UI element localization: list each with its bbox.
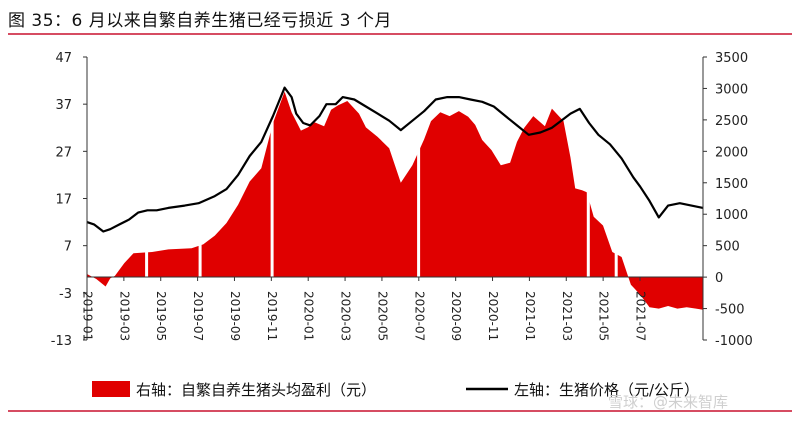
x-tick-label-0: 2019-01 (81, 291, 95, 341)
figure-title: 图 35：6 月以来自繁自养生猪已经亏损近 3 个月 (8, 11, 392, 31)
x-tick-label-7: 2020-03 (339, 291, 353, 341)
legend-swatch-profit (92, 381, 130, 397)
area-gap-3 (417, 57, 421, 337)
area-gap-5 (614, 57, 618, 337)
left-tick-label-4: 7 (64, 240, 72, 255)
area-gap-2 (270, 57, 274, 337)
x-tick-label-8: 2020-05 (375, 291, 389, 341)
right-tick-label-0: 3500 (715, 51, 748, 66)
right-tick-label-1: 3000 (715, 82, 748, 97)
right-tick-label-6: 500 (715, 240, 740, 255)
x-tick-label-4: 2019-09 (228, 291, 242, 341)
left-tick-label-6: -13 (51, 334, 72, 349)
left-tick-label-3: 17 (55, 193, 72, 208)
area-gap-1 (198, 57, 202, 337)
x-tick-label-11: 2020-11 (486, 291, 500, 341)
x-tick-label-15: 2021-07 (634, 291, 648, 341)
x-tick-label-14: 2021-05 (597, 291, 611, 341)
legend-label-profit: 右轴：自繁自养生猪头均盈利（元） (136, 381, 376, 399)
left-tick-label-2: 27 (55, 145, 72, 160)
legend-label-price: 左轴：生猪价格（元/公斤） (514, 381, 699, 399)
left-tick-label-0: 47 (55, 51, 72, 66)
x-tick-label-5: 2019-11 (265, 291, 279, 341)
x-tick-label-10: 2020-09 (449, 291, 463, 341)
area-gap-4 (586, 57, 590, 337)
right-tick-label-4: 1500 (715, 177, 748, 192)
right-tick-label-9: -1000 (715, 334, 753, 349)
x-tick-label-2: 2019-05 (154, 291, 168, 341)
right-tick-label-3: 2000 (715, 145, 748, 160)
price-line (86, 86, 704, 233)
left-tick-label-1: 37 (55, 98, 72, 113)
x-tick-label-9: 2020-07 (412, 291, 426, 341)
x-tick-label-1: 2019-03 (117, 291, 131, 341)
watermark: 雪球：@未来智库 (608, 393, 728, 411)
right-tick-label-2: 2500 (715, 114, 748, 129)
area-gap-0 (145, 57, 149, 337)
x-tick-label-12: 2021-01 (523, 291, 537, 341)
x-tick-label-6: 2020-01 (302, 291, 316, 341)
profit-area (87, 91, 703, 310)
right-tick-label-8: -500 (715, 303, 745, 318)
left-tick-label-5: -3 (59, 287, 72, 302)
right-tick-label-5: 1000 (715, 208, 748, 223)
x-tick-label-13: 2021-03 (560, 291, 574, 341)
right-tick-label-7: 0 (715, 271, 723, 286)
x-tick-label-3: 2019-07 (191, 291, 205, 341)
